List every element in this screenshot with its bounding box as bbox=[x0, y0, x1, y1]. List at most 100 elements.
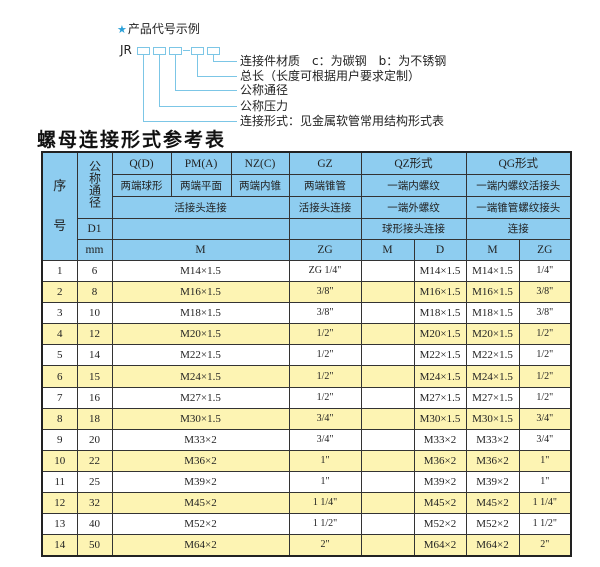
header-unit: M bbox=[465, 239, 520, 261]
header-unit: M bbox=[360, 239, 415, 261]
cell-qg-m: M36×2 bbox=[465, 449, 520, 472]
label-pressure: 公称压力 bbox=[240, 99, 289, 113]
cell-seq: 4 bbox=[41, 323, 78, 346]
cell-zg: ZG 1/4" bbox=[288, 259, 362, 283]
cell-qz-d: M33×2 bbox=[413, 428, 467, 451]
cell-dn: 16 bbox=[76, 386, 113, 409]
leader-line bbox=[159, 106, 237, 107]
header-nominal-diameter-text: 公称通径 bbox=[87, 160, 102, 208]
cell-qg-m: M22×1.5 bbox=[465, 344, 520, 367]
header-type-qz: QZ形式 bbox=[360, 151, 467, 175]
header-d1: D1 bbox=[76, 218, 113, 240]
cell-qz-m bbox=[360, 407, 415, 430]
cell-zg: 1" bbox=[288, 470, 362, 494]
cell-qg-m: M45×2 bbox=[465, 492, 520, 515]
code-box-pressure bbox=[153, 47, 166, 55]
cell-qz-m bbox=[360, 323, 415, 346]
cell-seq: 13 bbox=[41, 513, 78, 536]
cell-qg-zg: 1/2" bbox=[518, 365, 572, 388]
cell-dn: 18 bbox=[76, 407, 113, 430]
cell-m: M14×1.5 bbox=[111, 259, 290, 283]
header-seq-1: 序 bbox=[53, 178, 67, 194]
label-length: 总长（长度可根据用户要求定制） bbox=[240, 69, 421, 83]
cell-qg-zg: 3/8" bbox=[518, 302, 572, 325]
header-unit: ZG bbox=[288, 239, 362, 261]
cell-qz-m bbox=[360, 365, 415, 388]
cell-qz-m bbox=[360, 449, 415, 472]
header-shape: 一端内螺纹 bbox=[360, 174, 467, 197]
header-type-nzc: NZ(C) bbox=[230, 151, 290, 175]
header-unit: ZG bbox=[518, 239, 572, 261]
header-nominal-diameter: 公称通径 bbox=[76, 151, 113, 219]
cell-qg-zg: 3/4" bbox=[518, 428, 572, 451]
cell-qg-zg: 3/8" bbox=[518, 281, 572, 304]
cell-dn: 10 bbox=[76, 302, 113, 325]
header-connection-2: 球形接头连接 bbox=[360, 218, 467, 240]
cell-qg-m: M27×1.5 bbox=[465, 386, 520, 409]
cell-m: M30×1.5 bbox=[111, 407, 290, 430]
cell-seq: 10 bbox=[41, 449, 78, 472]
cell-m: M16×1.5 bbox=[111, 281, 290, 304]
cell-dn: 32 bbox=[76, 492, 113, 515]
leader-line bbox=[213, 55, 214, 61]
code-box-diameter bbox=[169, 47, 182, 55]
table-row: 8 18 M30×1.5 3/4" M30×1.5 M30×1.5 3/4" bbox=[41, 407, 572, 430]
header-unit: D bbox=[413, 239, 467, 261]
leader-line bbox=[143, 55, 144, 121]
cell-qz-d: M22×1.5 bbox=[413, 344, 467, 367]
cell-seq: 2 bbox=[41, 281, 78, 304]
table-row: 11 25 M39×2 1" M39×2 M39×2 1" bbox=[41, 470, 572, 494]
cell-qz-d: M18×1.5 bbox=[413, 302, 467, 325]
cell-m: M27×1.5 bbox=[111, 386, 290, 409]
cell-qg-m: M30×1.5 bbox=[465, 407, 520, 430]
cell-dn: 14 bbox=[76, 344, 113, 367]
table-body: 1 6 M14×1.5 ZG 1/4" M14×1.5 M14×1.5 1/4" 2 8 M16×… bbox=[41, 259, 572, 557]
cell-qg-m: M18×1.5 bbox=[465, 302, 520, 325]
cell-zg: 1/2" bbox=[288, 365, 362, 388]
table-row: 9 20 M33×2 3/4" M33×2 M33×2 3/4" bbox=[41, 428, 572, 451]
cell-qz-m bbox=[360, 470, 415, 494]
table-row: 3 10 M18×1.5 3/8" M18×1.5 M18×1.5 3/8" bbox=[41, 302, 572, 325]
label-material: 连接件材质 c：为碳钢 b：为不锈钢 bbox=[240, 54, 447, 68]
header-connection: 活接头连接 bbox=[288, 196, 362, 219]
cell-zg: 1 1/4" bbox=[288, 492, 362, 515]
header-shape: 两端球形 bbox=[111, 174, 172, 197]
header-connection-2 bbox=[111, 218, 290, 240]
cell-seq: 11 bbox=[41, 470, 78, 494]
leader-line bbox=[197, 55, 198, 76]
cell-qz-d: M39×2 bbox=[413, 470, 467, 494]
nut-connection-table: 序号 公称通径 Q(D) PM(A) NZ(C) GZ QZ形式 QG形式 两端… bbox=[41, 151, 572, 558]
leader-line bbox=[159, 55, 160, 106]
cell-qg-m: M39×2 bbox=[465, 470, 520, 494]
cell-dn: 20 bbox=[76, 428, 113, 451]
label-connection-type: 连接形式：见金属软管常用结构形式表 bbox=[240, 114, 445, 128]
cell-qz-d: M27×1.5 bbox=[413, 386, 467, 409]
header-type-qg: QG形式 bbox=[465, 151, 572, 175]
cell-qg-m: M14×1.5 bbox=[465, 259, 520, 283]
cell-zg: 3/8" bbox=[288, 302, 362, 325]
cell-qg-zg: 1/4" bbox=[518, 259, 572, 283]
header-shape: 一端内螺纹活接头 bbox=[465, 174, 572, 197]
cell-seq: 6 bbox=[41, 365, 78, 388]
header-type-pma: PM(A) bbox=[170, 151, 232, 175]
leader-line bbox=[213, 61, 237, 62]
table-row: 1 6 M14×1.5 ZG 1/4" M14×1.5 M14×1.5 1/4" bbox=[41, 259, 572, 283]
cell-qg-m: M20×1.5 bbox=[465, 323, 520, 346]
cell-qz-d: M20×1.5 bbox=[413, 323, 467, 346]
cell-qz-d: M14×1.5 bbox=[413, 259, 467, 283]
leader-line bbox=[175, 90, 237, 91]
cell-dn: 22 bbox=[76, 449, 113, 472]
header-connection-2: 连接 bbox=[465, 218, 572, 240]
cell-qz-d: M64×2 bbox=[413, 534, 467, 557]
cell-zg: 1" bbox=[288, 449, 362, 472]
cell-m: M33×2 bbox=[111, 428, 290, 451]
table-row: 5 14 M22×1.5 1/2" M22×1.5 M22×1.5 1/2" bbox=[41, 344, 572, 367]
header-type-gz: GZ bbox=[288, 151, 362, 175]
table-row: 2 8 M16×1.5 3/8" M16×1.5 M16×1.5 3/8" bbox=[41, 281, 572, 304]
cell-seq: 8 bbox=[41, 407, 78, 430]
cell-qz-m bbox=[360, 428, 415, 451]
header-connection: 活接头连接 bbox=[111, 196, 290, 219]
product-code-example-label: 产品代号示例 bbox=[127, 22, 200, 36]
cell-dn: 25 bbox=[76, 470, 113, 494]
cell-zg: 3/4" bbox=[288, 428, 362, 451]
